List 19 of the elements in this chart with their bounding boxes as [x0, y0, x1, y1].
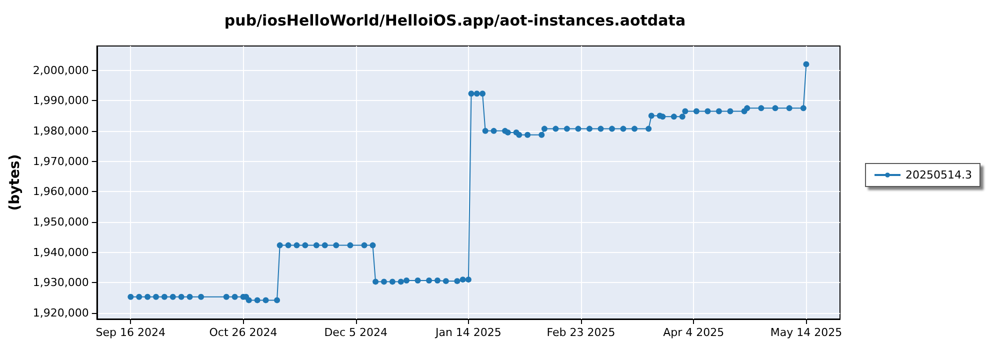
y-tick-label: 1,930,000: [32, 276, 89, 290]
x-tick-label: Feb 23 2025: [546, 326, 616, 339]
y-tick-label: 1,960,000: [32, 185, 89, 198]
x-tick-label: Dec 5 2024: [324, 326, 388, 339]
x-tick-label: Oct 26 2024: [209, 326, 278, 339]
y-tick-label: 2,000,000: [32, 64, 89, 77]
x-tick-label: May 14 2025: [770, 326, 842, 339]
y-axis-title: (bytes): [7, 154, 23, 211]
y-tick-label: 1,940,000: [32, 246, 89, 259]
x-tick-label: Sep 16 2024: [96, 326, 166, 339]
y-tick-label: 1,920,000: [32, 306, 89, 320]
legend-label: 20250514.3: [906, 168, 972, 182]
x-tick-label: Jan 14 2025: [434, 326, 502, 339]
chart-title: pub/iosHelloWorld/HelloiOS.app/aot-instances.aotdata: [224, 12, 686, 30]
y-tick-label: 1,950,000: [32, 215, 89, 228]
y-tick-label: 1,970,000: [32, 154, 89, 168]
y-tick-label: 1,990,000: [32, 94, 89, 108]
x-tick-label: Apr 4 2025: [663, 326, 724, 339]
y-tick-label: 1,980,000: [32, 124, 89, 138]
